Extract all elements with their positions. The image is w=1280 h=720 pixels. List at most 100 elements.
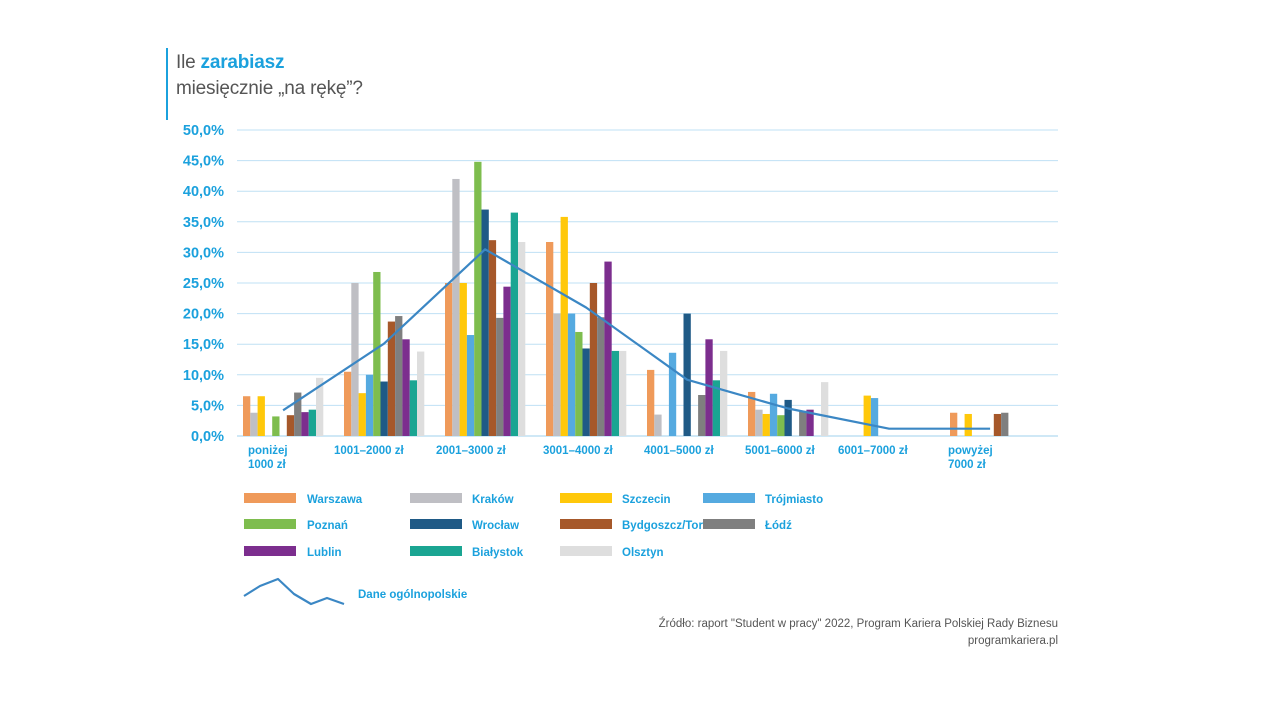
bar [510,212,518,436]
legend-item: Wrocław [410,519,519,532]
y-tick-label: 5,0% [191,398,224,414]
bar [452,178,460,436]
bar [993,413,1002,436]
bar [611,350,619,436]
legend-swatch [560,546,612,556]
bar [358,393,366,436]
bar [698,395,706,436]
bar [316,377,324,436]
legend-line-swatch [243,577,345,606]
legend-item: Poznań [244,519,348,532]
bar [863,395,871,436]
y-tick-label: 50,0% [183,123,224,139]
legend-label: Warszawa [307,494,363,506]
x-tick-label: 5001–6000 zł [745,445,816,457]
legend-swatch [703,519,755,529]
bar [762,413,770,436]
legend-label: Wrocław [472,520,519,532]
bar [654,414,662,436]
bar [351,283,359,436]
x-tick-label-line: 4001–5000 zł [644,445,715,457]
bar [257,396,265,436]
legend-item: Trójmiasto [703,493,823,506]
legend: Warszawa Kraków Szczecin Trójmiasto Poznań Wr… [243,493,823,606]
bars [243,161,1009,436]
bar [272,416,280,436]
bar [250,412,258,436]
bar [647,369,655,436]
bar [387,321,396,436]
y-tick-label: 10,0% [183,368,224,384]
legend-item: Białystok [410,546,524,559]
y-tick-label: 40,0% [183,184,224,200]
legend-label: Białystok [472,547,524,559]
x-tick-label: powyżej 7000 zł [948,445,993,471]
bar [619,350,627,436]
bar [344,371,352,436]
bar [582,348,590,436]
legend-label: Poznań [307,520,348,532]
legend-swatch [410,493,462,503]
legend-label: Trójmiasto [765,494,823,506]
x-tick-label: 1001–2000 zł [334,445,405,457]
bar [445,283,453,436]
bar [466,335,475,436]
legend-item: Olsztyn [560,546,664,559]
title-line-2: miesięcznie „na rękę”? [176,78,363,99]
legend-swatch [244,519,296,529]
x-tick-label: 2001–3000 zł [436,445,507,457]
title-line-1: Ile zarabiasz [176,50,363,76]
legend-item-line: Dane ogólnopolskie [243,577,467,606]
bar [720,350,728,436]
bar [518,242,526,436]
bar [380,381,388,436]
legend-label: Szczecin [622,494,671,506]
x-tick-label: 4001–5000 zł [644,445,715,457]
x-tick-label-line: 3001–4000 zł [543,445,614,457]
bar [496,317,504,436]
legend-swatch [244,493,296,503]
legend-label: Kraków [472,494,514,506]
bar [409,380,417,436]
bar [553,313,561,436]
legend-item: Warszawa [244,493,363,506]
bar [799,410,807,436]
bar [668,352,677,436]
bar [286,415,295,436]
y-tick-label: 25,0% [183,276,224,292]
x-tick-label-line: poniżej [248,445,288,457]
legend-label: Łódź [765,520,792,532]
bar [294,392,302,436]
bar [575,331,583,436]
y-tick-label: 45,0% [183,154,224,170]
x-tick-label-line: 2001–3000 zł [436,445,507,457]
y-tick-label: 20,0% [183,307,224,323]
bar [821,382,829,436]
bar [301,412,309,436]
bar [755,409,763,436]
x-tick-label-line: 1001–2000 zł [334,445,405,457]
x-tick-label-line: 7000 zł [948,459,987,471]
legend-swatch [244,546,296,556]
bar [417,351,425,436]
x-axis-labels: poniżej 1000 zł 1001–2000 zł 2001–3000 zł 30… [248,445,993,471]
bar [560,216,568,436]
y-tick-label: 0,0% [191,429,224,445]
x-tick-label-line: 1000 zł [248,459,287,471]
bar [950,412,958,436]
source-note: Źródło: raport "Student w pracy" 2022, P… [659,616,1058,650]
bar [308,409,316,436]
bar [546,242,554,436]
bar [683,313,691,436]
bar [567,313,576,436]
legend-item: Bydgoszcz/Toruń [560,519,717,532]
bar [459,283,467,436]
bar [748,391,756,436]
title-prefix: Ile [176,52,201,73]
x-tick-label-line: 5001–6000 zł [745,445,816,457]
x-tick-label: poniżej 1000 zł [248,445,288,471]
x-tick-label: 3001–4000 zł [543,445,614,457]
legend-item: Kraków [410,493,514,506]
title-highlight: zarabiasz [200,52,285,73]
